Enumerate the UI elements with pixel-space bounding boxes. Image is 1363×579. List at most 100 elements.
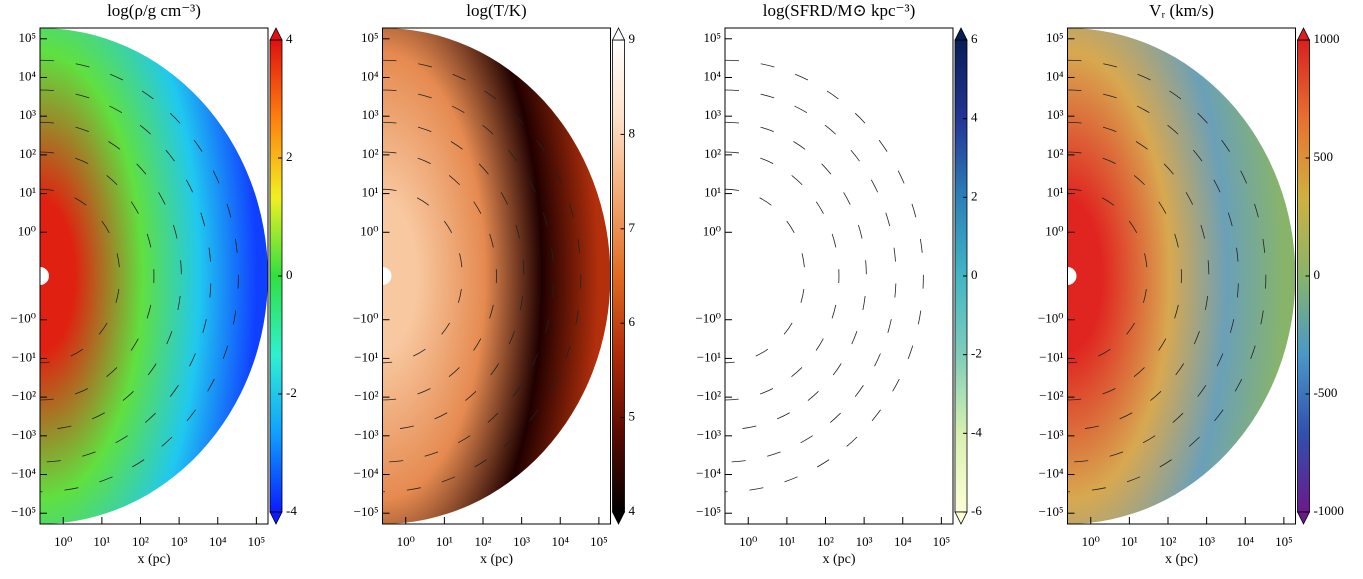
x-axis-label: x (pc) — [480, 552, 513, 567]
panel-title: log(T/K) — [466, 1, 526, 20]
plot-frame — [724, 27, 954, 525]
colorbar-tick-label: 6 — [971, 31, 978, 46]
y-tick-label: −10² — [1039, 388, 1063, 403]
colorbar-tick-label: 2 — [286, 149, 293, 164]
x-tick-label: 10³ — [513, 534, 530, 549]
y-tick-label: 10¹ — [1047, 185, 1064, 200]
y-tick-label: −10⁵ — [11, 504, 36, 519]
y-tick-label: −10⁵ — [696, 504, 721, 519]
colorbar-tick-label: 4 — [286, 31, 293, 46]
y-tick-label: −10¹ — [697, 349, 721, 364]
contour-arc — [724, 151, 840, 401]
x-axis-label: x (pc) — [137, 552, 170, 567]
y-tick-label: 10⁰ — [360, 223, 378, 238]
y-tick-label: 10⁴ — [1046, 68, 1064, 83]
x-axis-label: x (pc) — [1165, 552, 1198, 567]
colorbar-tick-label: -6 — [971, 503, 982, 518]
colorbar-tick-label: 0 — [286, 267, 293, 282]
panel: log(ρ/g cm⁻³) x (pc) 10⁰ 10¹ 10² 10³ 10⁴ 10⁵ 10⁵… — [10, 1, 297, 567]
colorbar-arrow — [1296, 511, 1311, 525]
panel: Vᵣ (km/s) x (pc) 10⁰ 10¹ 10² 10³ 10⁴ 10⁵ 10⁵ 10⁴ 1… — [1038, 1, 1344, 567]
y-tick-label: 10⁴ — [18, 68, 36, 83]
y-tick-label: 10⁵ — [1046, 30, 1064, 45]
x-axis-label: x (pc) — [822, 552, 855, 567]
y-tick-label: −10⁰ — [353, 311, 379, 326]
plot-frame — [382, 27, 611, 525]
colorbar — [612, 39, 625, 513]
x-tick-label: 10⁵ — [1275, 534, 1293, 549]
x-tick-label: 10⁴ — [209, 534, 227, 549]
y-tick-label: −10⁴ — [696, 466, 721, 481]
colorbar-arrow — [269, 27, 283, 41]
panel-title: Vᵣ (km/s) — [1149, 1, 1214, 20]
panel-title: log(ρ/g cm⁻³) — [107, 1, 201, 20]
y-tick-label: −10⁰ — [10, 311, 36, 326]
y-tick-label: −10² — [354, 388, 378, 403]
x-tick-label: 10⁰ — [397, 534, 415, 549]
y-tick-label: 10⁰ — [1045, 223, 1063, 238]
y-tick-label: −10³ — [12, 427, 36, 442]
y-tick-label: 10⁵ — [18, 30, 36, 45]
contour-arc — [1067, 89, 1239, 463]
x-tick-label: 10¹ — [778, 534, 795, 549]
y-tick-label: −10⁴ — [11, 466, 36, 481]
x-tick-label: 10² — [817, 534, 834, 549]
y-tick-label: −10⁰ — [695, 311, 721, 326]
y-tick-label: 10² — [19, 146, 36, 161]
y-tick-label: 10³ — [19, 107, 36, 122]
panel: log(SFRD/M⊙ kpc⁻³) x (pc) 10⁰ 10¹ 10² 10³ 10⁴ 1… — [695, 1, 982, 567]
colorbar-tick-label: 1000 — [1314, 31, 1340, 46]
colorbar-tick-label: -4 — [286, 503, 297, 518]
x-tick-label: 10⁵ — [590, 534, 608, 549]
contour-arc — [382, 151, 497, 401]
x-tick-label: 10³ — [856, 534, 873, 549]
panel-title: log(SFRD/M⊙ kpc⁻³) — [763, 1, 916, 20]
contour-arc — [39, 151, 155, 401]
colorbar-tick-label: 9 — [629, 31, 636, 46]
contour-arc — [382, 188, 463, 364]
y-tick-label: −10⁴ — [354, 466, 379, 481]
x-tick-label: 10¹ — [436, 534, 453, 549]
x-tick-label: 10³ — [1198, 534, 1215, 549]
colorbar-arrow — [1296, 27, 1311, 41]
y-tick-label: −10⁴ — [1039, 466, 1064, 481]
colorbar-tick-label: 0 — [971, 267, 978, 282]
y-tick-label: −10⁵ — [354, 504, 379, 519]
inner-boundary — [1067, 267, 1077, 285]
y-tick-label: 10⁴ — [703, 68, 721, 83]
contour-arc — [724, 188, 806, 364]
y-tick-label: 10³ — [362, 107, 379, 122]
y-tick-label: −10⁵ — [1039, 504, 1064, 519]
x-tick-label: 10⁰ — [1082, 534, 1100, 549]
x-tick-label: 10⁰ — [54, 534, 72, 549]
x-tick-label: 10⁵ — [248, 534, 266, 549]
contour-arc — [1067, 59, 1267, 493]
y-tick-label: −10¹ — [12, 349, 36, 364]
contour-arc — [39, 59, 239, 493]
x-tick-label: 10⁰ — [739, 534, 757, 549]
colorbar-tick-label: -2 — [971, 346, 982, 361]
contour-arc — [724, 89, 897, 463]
y-tick-label: 10¹ — [704, 185, 721, 200]
x-tick-label: 10² — [475, 534, 492, 549]
colorbar-tick-label: -500 — [1314, 385, 1338, 400]
contour-arc — [1067, 151, 1182, 401]
y-tick-label: −10² — [12, 388, 36, 403]
y-tick-label: 10³ — [704, 107, 721, 122]
y-tick-label: −10³ — [354, 427, 378, 442]
y-tick-label: 10⁴ — [361, 68, 379, 83]
panel: log(T/K) x (pc) 10⁰ 10¹ 10² 10³ 10⁴ 10⁵ 10⁵ 10⁴ 10… — [353, 1, 636, 567]
colorbar-tick-label: 5 — [629, 409, 636, 424]
x-tick-label: 10³ — [171, 534, 188, 549]
colorbar-tick-label: 4 — [629, 503, 636, 518]
colorbar-tick-label: 2 — [971, 188, 978, 203]
colorbar-tick-label: 0 — [1314, 267, 1321, 282]
contour-arc — [382, 59, 582, 493]
contour-arc — [39, 89, 212, 463]
y-tick-label: −10¹ — [354, 349, 378, 364]
colorbar-arrow — [954, 511, 968, 525]
colorbar-tick-label: -1000 — [1314, 503, 1344, 518]
colorbar-tick-label: 6 — [629, 314, 636, 329]
contour-arc — [724, 59, 924, 493]
